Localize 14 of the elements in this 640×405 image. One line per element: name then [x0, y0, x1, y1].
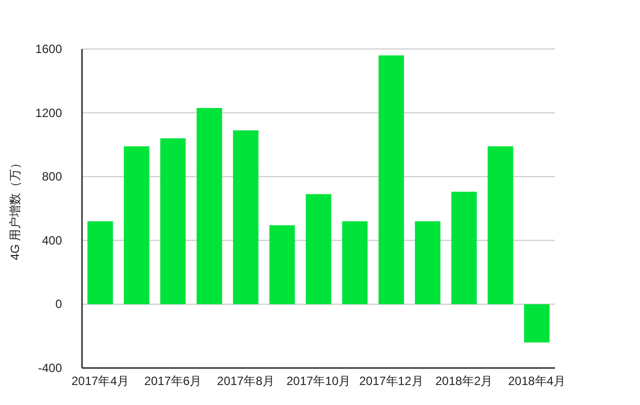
y-tick-label: 400	[42, 233, 62, 248]
y-axis-title: 4G 用户增数（万）	[8, 156, 22, 260]
x-tick-label: 2017年8月	[217, 374, 274, 388]
y-tick-label: 0	[55, 297, 62, 312]
y-tick-label: 1200	[35, 106, 62, 120]
y-tick-label: 1600	[35, 42, 62, 56]
x-tick-label: 2017年10月	[286, 374, 351, 388]
x-tick-label: 2017年12月	[359, 374, 424, 388]
x-tick-label: 2017年6月	[144, 374, 202, 388]
x-tick-label: 2017年4月	[72, 374, 129, 388]
x-tick-label: 2018年4月	[508, 374, 566, 388]
x-tick-label: 2018年2月	[435, 374, 493, 388]
y-tick-label: -400	[38, 361, 62, 375]
y-tick-label: 800	[42, 170, 62, 184]
